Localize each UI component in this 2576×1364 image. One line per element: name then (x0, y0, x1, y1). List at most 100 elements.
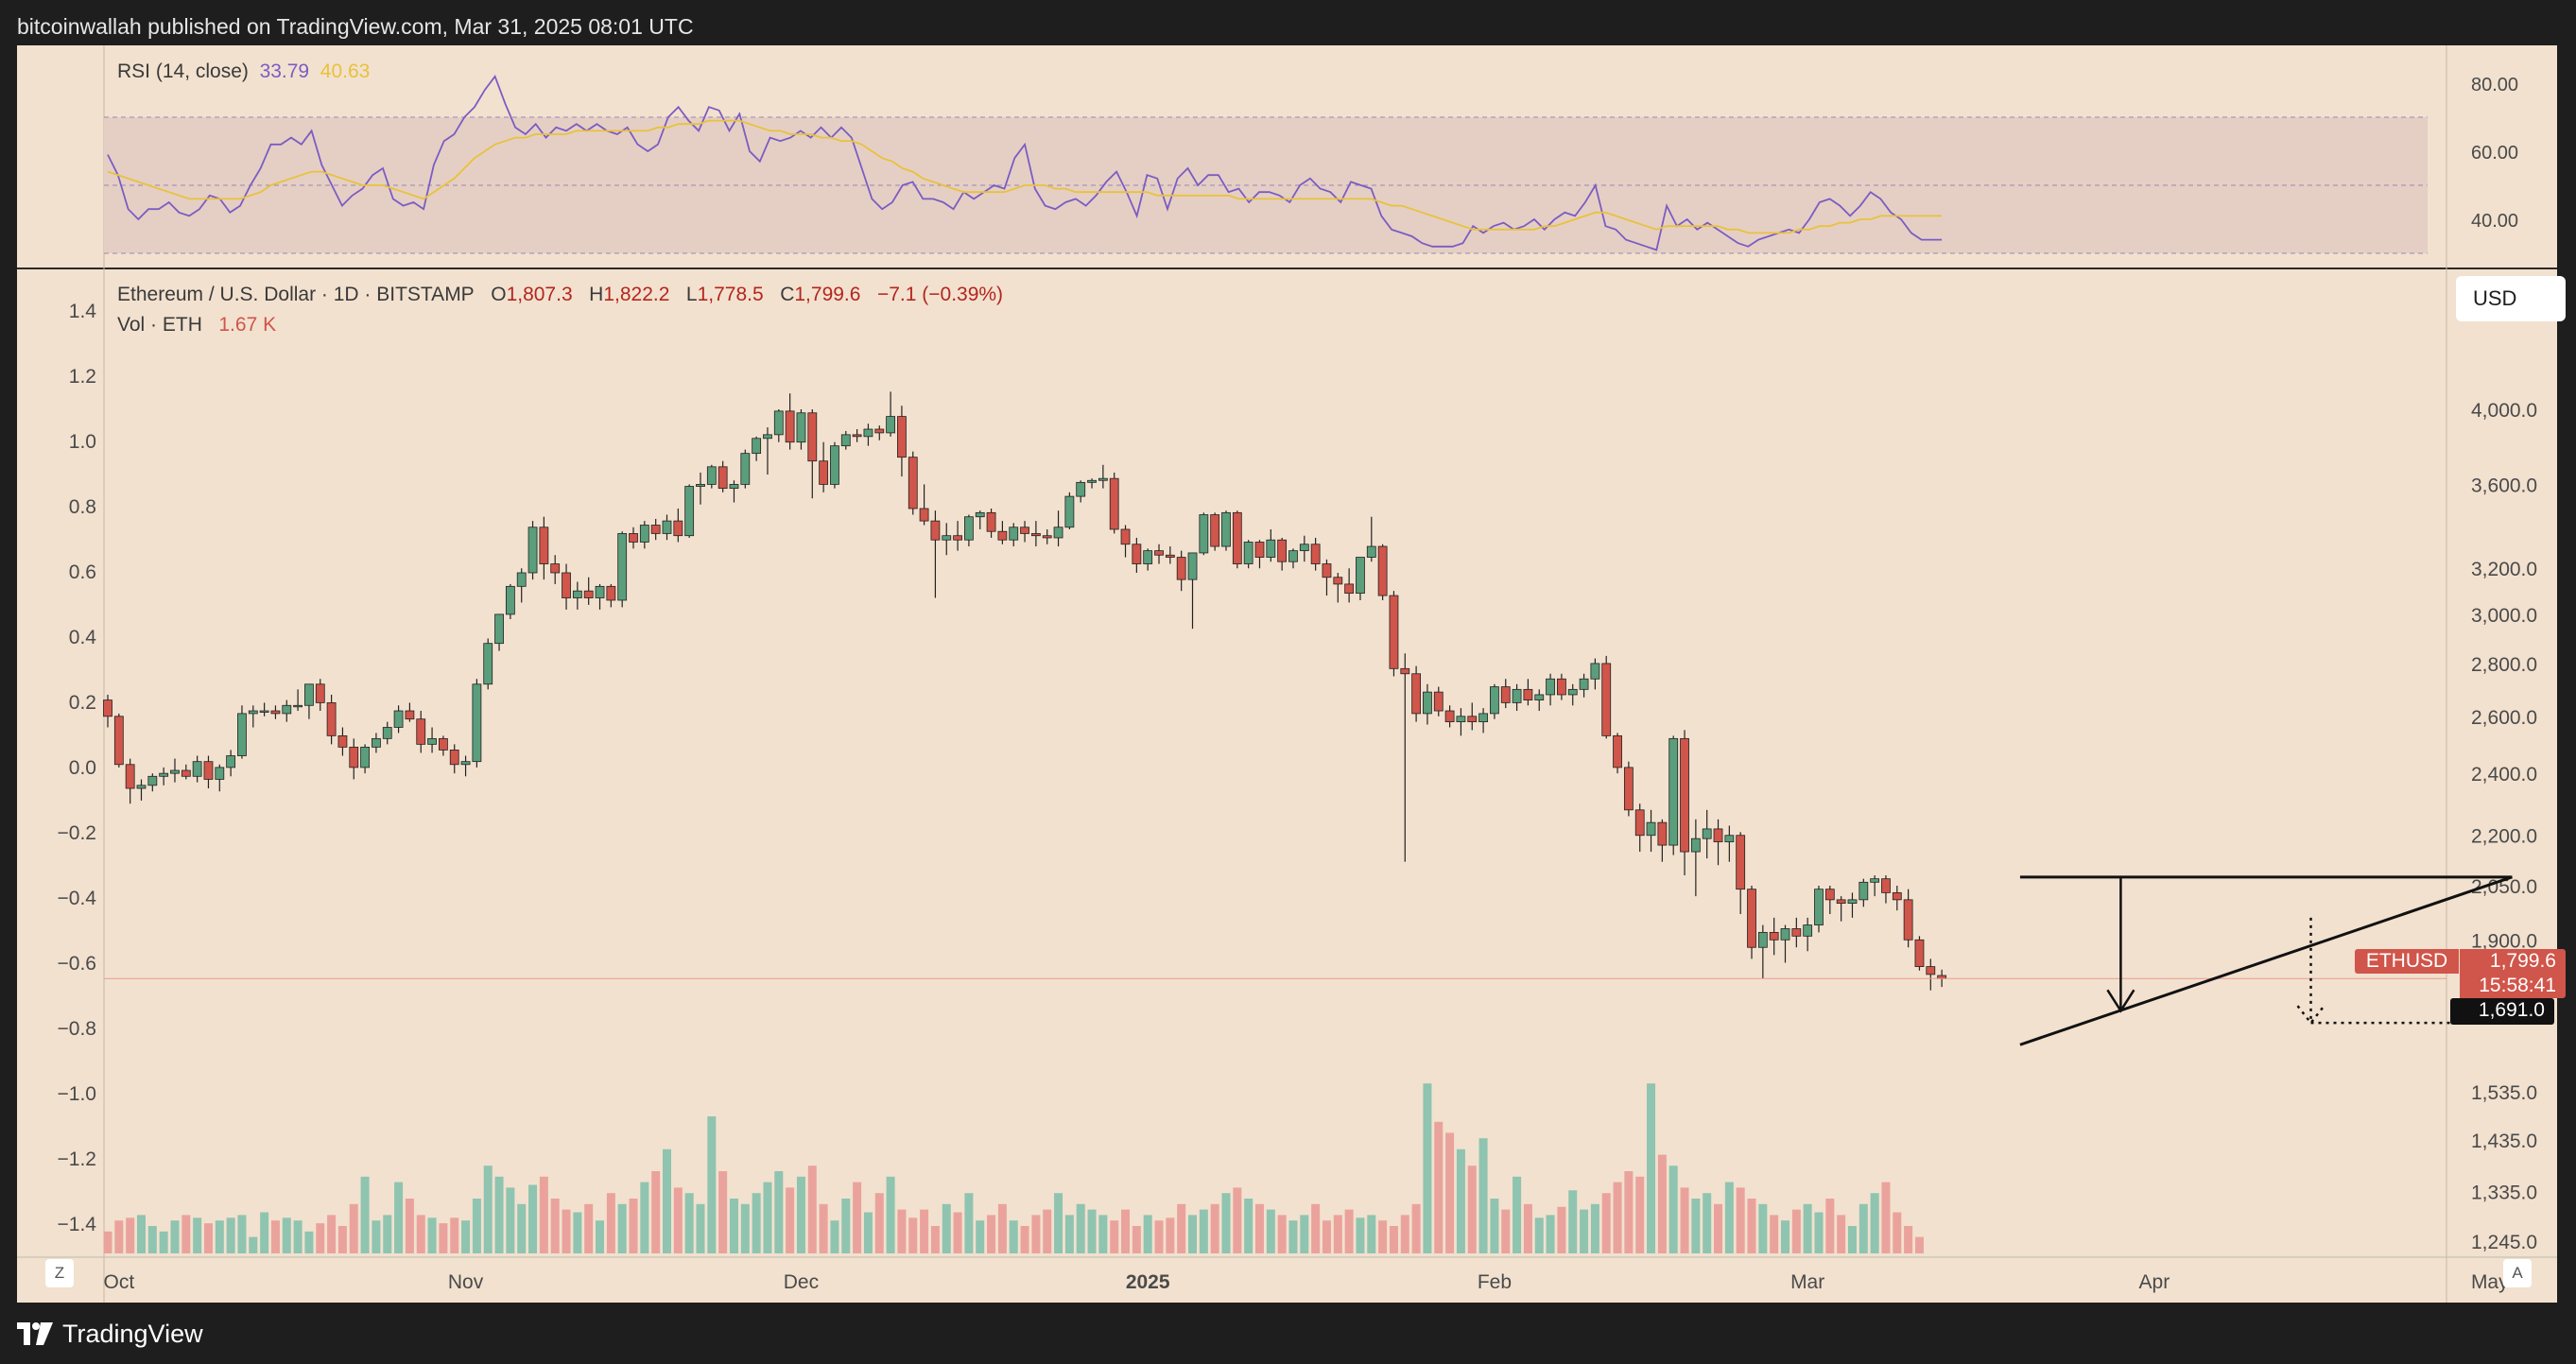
tradingview-logo[interactable]: TradingView (17, 1318, 203, 1350)
candle-body (472, 683, 482, 763)
volume-bar (1378, 1220, 1388, 1253)
change-value: −7.1 (−0.39%) (876, 284, 1004, 305)
volume-bar (1210, 1203, 1219, 1253)
candle-body (639, 525, 649, 543)
volume-bar (796, 1176, 805, 1253)
candle-body (438, 737, 448, 751)
volume-bar (1580, 1209, 1589, 1253)
candle-body (752, 438, 762, 455)
candle-body (1870, 878, 1880, 883)
chart-svg[interactable]: 80.0060.0040.0020.004,000.03,600.03,200.… (17, 45, 2557, 1303)
candle-body (1165, 554, 1175, 558)
candle-body (1500, 686, 1511, 703)
candle-body (606, 585, 616, 601)
price-tick-label: 2,200.0 (2471, 826, 2537, 848)
candle-body (1199, 514, 1209, 554)
candle-body (326, 702, 337, 736)
candle-body (740, 453, 751, 485)
candle-body (874, 428, 885, 434)
time-axis-label: Apr (2139, 1271, 2170, 1293)
candle-body (1109, 477, 1119, 530)
candle-body (215, 767, 225, 780)
candle-body (773, 410, 784, 436)
candle-body (1053, 527, 1063, 539)
candle-body (1030, 533, 1041, 537)
rsi-value: 33.79 (259, 60, 310, 82)
candle-body (1713, 828, 1723, 843)
volume-bar (908, 1217, 918, 1253)
volume-bar (1478, 1138, 1488, 1253)
volume-bar (1758, 1203, 1768, 1253)
volume-bar (617, 1203, 627, 1253)
auto-scale-button[interactable]: A (2503, 1259, 2532, 1287)
main-legend: Ethereum / U.S. Dollar · 1D · BITSTAMP O… (117, 284, 1003, 306)
volume-bar (1703, 1193, 1712, 1253)
volume-bar (1333, 1215, 1342, 1253)
candle-body (1389, 595, 1399, 669)
currency-button[interactable]: USD (2456, 276, 2566, 321)
arrow-head (2106, 989, 2135, 1013)
candle-body (863, 428, 873, 438)
candle-body (1534, 694, 1545, 700)
volume-bar (1031, 1215, 1041, 1253)
volume-bar (349, 1203, 358, 1253)
candle-body (1803, 924, 1813, 937)
candle-body (1411, 673, 1422, 715)
candle-body (1243, 542, 1253, 564)
candle-body (1221, 511, 1231, 547)
candle-body (181, 769, 191, 777)
volume-bar (1288, 1220, 1298, 1253)
left-axis-tick: 1.2 (69, 366, 96, 388)
volume-bar (874, 1193, 884, 1253)
publisher-text: bitcoinwallah published on TradingView.c… (17, 14, 694, 39)
candle-body (1098, 477, 1108, 481)
volume-bar (1009, 1220, 1018, 1253)
candle-body (1187, 552, 1198, 580)
volume-bar (1881, 1182, 1891, 1253)
candle-body (1120, 528, 1131, 545)
candle-body (997, 530, 1008, 541)
candle-body (170, 769, 180, 774)
close-label: C (780, 284, 795, 305)
volume-bar (930, 1226, 940, 1253)
candle-body (1914, 939, 1925, 967)
chart-area[interactable]: 80.0060.0040.0020.004,000.03,600.03,200.… (17, 45, 2566, 1303)
volume-bar (1859, 1203, 1868, 1253)
volume-bar (427, 1217, 437, 1253)
volume-bar (1098, 1215, 1108, 1253)
target-price-tag: 1,691.0 (2450, 998, 2554, 1025)
volume-bar (1076, 1203, 1085, 1253)
candle-body (1680, 737, 1689, 853)
left-axis-tick: −0.8 (58, 1018, 96, 1040)
volume-bar (1680, 1187, 1689, 1253)
volume-bar (1177, 1203, 1186, 1253)
candle-body (1322, 563, 1332, 578)
price-tag: 1,799.6 15:58:41 (2460, 949, 2566, 998)
price-tag-countdown: 15:58:41 (2479, 975, 2556, 996)
price-tick-label: 2,600.0 (2471, 707, 2537, 729)
low-label: L (685, 284, 698, 305)
volume-bar (1356, 1217, 1365, 1253)
price-tick-label: 3,600.0 (2471, 475, 2537, 496)
volume-bar (170, 1220, 180, 1253)
volume-bar (920, 1209, 929, 1253)
volume-bar (1736, 1187, 1745, 1253)
timezone-button[interactable]: Z (45, 1259, 74, 1287)
candle-body (763, 434, 772, 440)
rsi-legend-title: RSI (14, close) (117, 60, 249, 82)
volume-bar (1647, 1083, 1656, 1253)
volume-bar (550, 1199, 560, 1253)
volume-bar (472, 1199, 481, 1253)
volume-bar (596, 1220, 605, 1253)
volume-bar (316, 1223, 325, 1253)
high-label: H (589, 284, 604, 305)
volume-bar (897, 1209, 907, 1253)
candle-body (662, 520, 672, 534)
volume-value: 1.67 K (218, 314, 277, 336)
volume-bar (863, 1212, 873, 1253)
time-axis-label: Oct (103, 1271, 134, 1293)
volume-bar (304, 1231, 314, 1253)
volume-bar (147, 1226, 157, 1253)
candle-body (304, 683, 314, 706)
candle-body (1232, 511, 1242, 564)
